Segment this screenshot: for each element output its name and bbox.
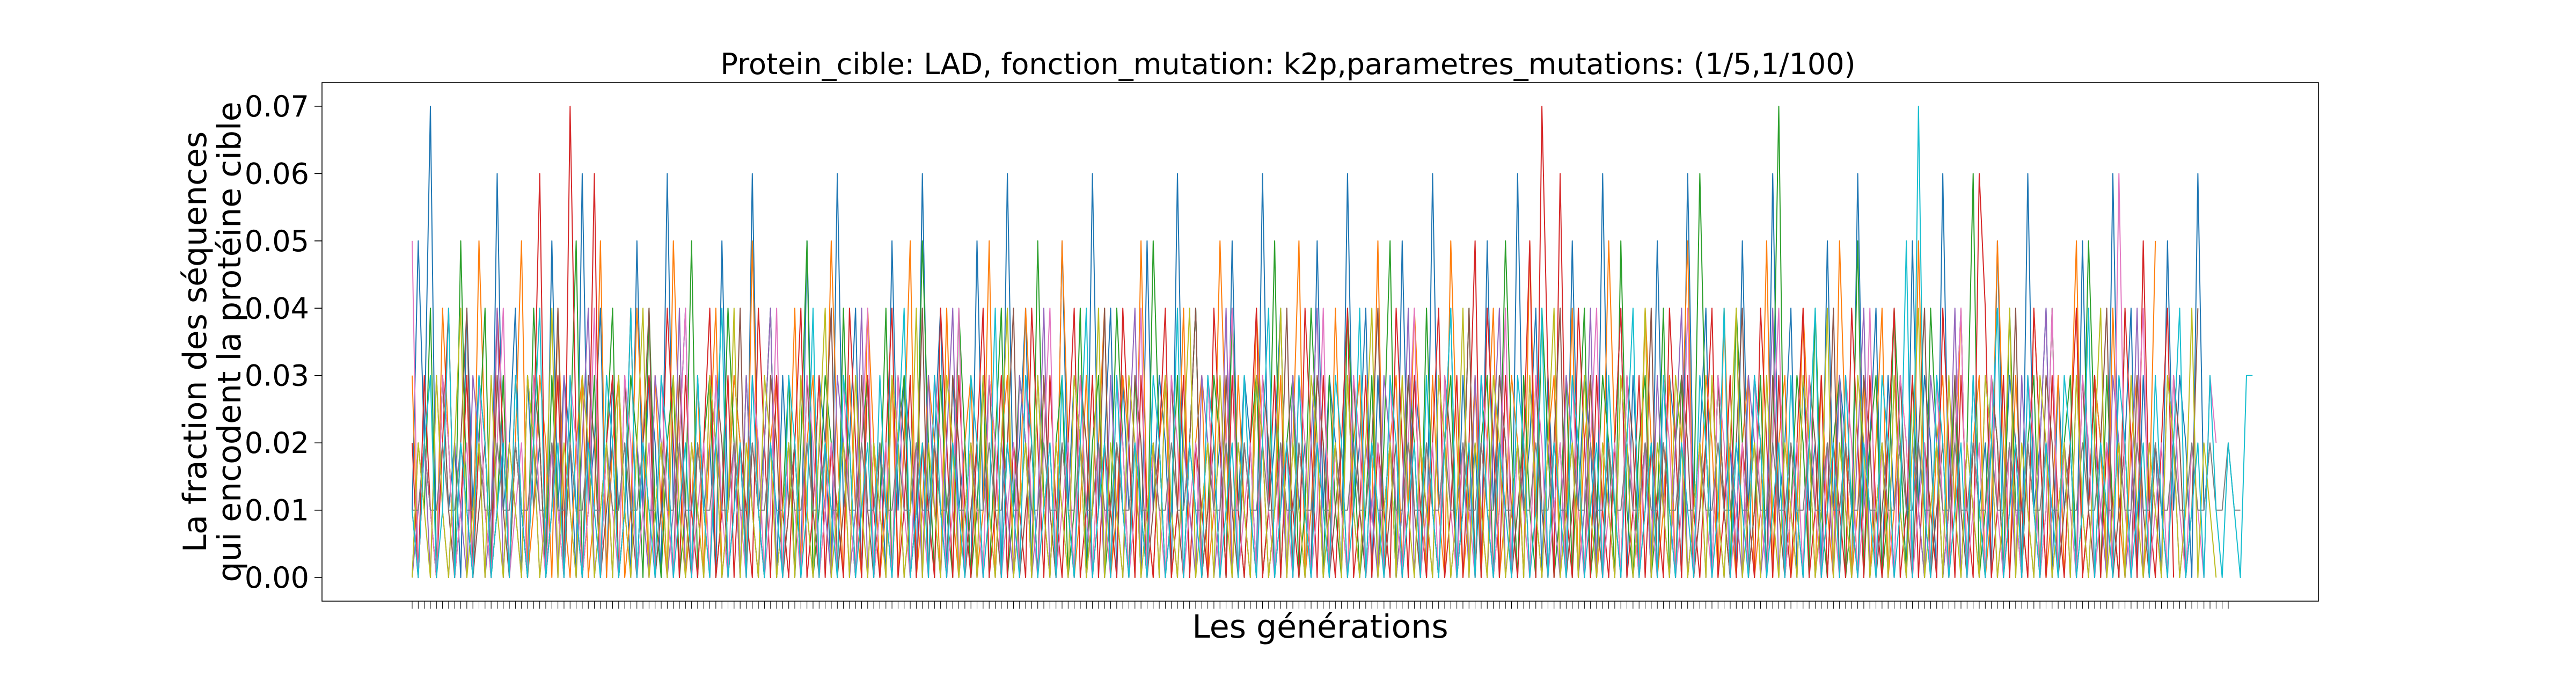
y-axis-label-line-1: La fraction des séquences [177,131,214,553]
y-axis-label: La fraction des séquences qui encodent l… [177,101,248,582]
y-tick-label: 0.00 [245,561,309,595]
y-axis-label-line-2: qui encodent la protéine cible [211,101,248,582]
y-tick-label: 0.05 [245,224,309,258]
series-group [412,105,2253,579]
plot-area [321,82,2319,602]
y-axis: 0.00 0.01 0.02 0.03 0.04 0.05 0.06 0.07 [245,90,322,595]
chart-title: Protein_cible: LAD, fonction_mutation: k… [720,47,1855,81]
y-tick-label: 0.01 [245,494,309,528]
series-line-10 [412,105,2253,579]
y-tick-label: 0.06 [245,157,309,191]
y-tick-label: 0.03 [245,359,309,393]
x-axis [412,601,2229,609]
x-axis-label: Les générations [1192,608,1448,646]
y-tick-label: 0.07 [245,90,309,123]
y-tick-label: 0.02 [245,426,309,460]
axes-frame [321,82,2319,602]
y-tick-label: 0.04 [245,291,309,325]
